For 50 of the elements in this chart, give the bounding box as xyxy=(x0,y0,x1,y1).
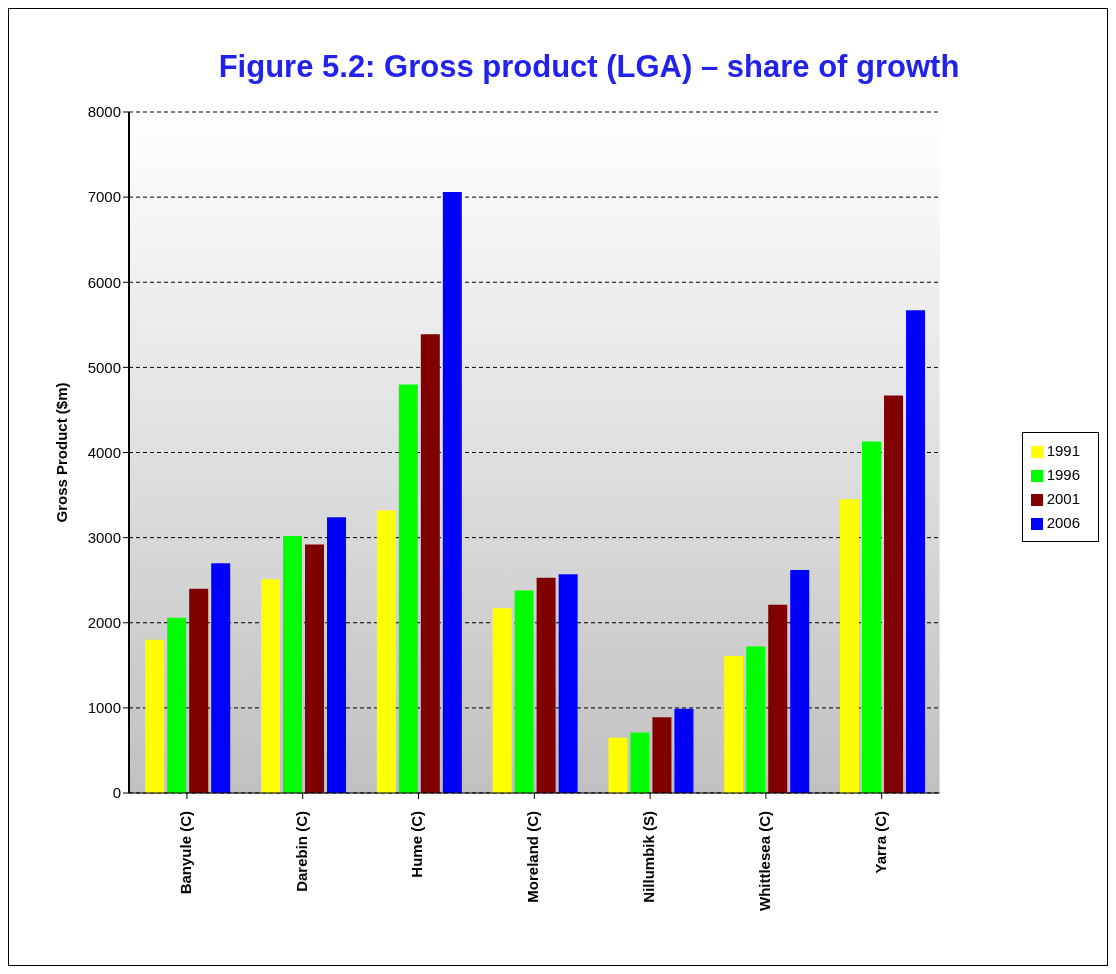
legend-label: 2001 xyxy=(1046,490,1080,507)
bar xyxy=(652,717,672,793)
bar xyxy=(492,608,512,793)
legend-label: 1991 xyxy=(1046,442,1080,459)
y-axis-title: Gross Product ($m) xyxy=(53,382,71,523)
bar xyxy=(608,737,628,793)
bar xyxy=(189,588,209,793)
bar xyxy=(840,499,860,793)
bar xyxy=(398,384,418,793)
bar xyxy=(514,590,534,793)
bar xyxy=(211,563,231,793)
y-tick-label: 2000 xyxy=(87,614,121,632)
bar xyxy=(862,441,882,793)
bar xyxy=(327,517,347,793)
chart-title: Figure 5.2: Gross product (LGA) – share of growth xyxy=(217,49,961,85)
y-tick-label: 7000 xyxy=(87,188,121,206)
bar xyxy=(768,604,788,793)
bar xyxy=(906,310,926,793)
bar xyxy=(674,708,694,793)
bar xyxy=(167,617,187,793)
x-tick-label: Darebin (C) xyxy=(292,811,310,892)
bar xyxy=(630,732,650,793)
bar xyxy=(442,192,462,793)
bar xyxy=(746,646,766,793)
x-tick-label: Whittlesea (C) xyxy=(755,811,773,912)
y-tick-label: 6000 xyxy=(87,273,121,291)
y-tick-label: 5000 xyxy=(87,358,121,376)
legend-label: 2006 xyxy=(1046,514,1080,531)
x-tick-label: Moreland (C) xyxy=(524,811,542,903)
bar xyxy=(536,577,556,793)
bar xyxy=(884,395,904,793)
x-tick-label: Nillumbik (S) xyxy=(640,811,658,903)
bar xyxy=(790,569,810,793)
y-tick-label: 8000 xyxy=(87,103,121,121)
y-tick-label: 4000 xyxy=(87,443,121,461)
bar xyxy=(724,655,744,793)
bar xyxy=(261,579,281,793)
bar xyxy=(558,574,578,793)
y-tick-label: 1000 xyxy=(87,699,121,717)
bar xyxy=(145,639,165,793)
bar xyxy=(305,544,325,793)
legend-label: 1996 xyxy=(1046,466,1080,483)
y-tick-label: 0 xyxy=(112,784,121,802)
bar xyxy=(376,510,396,793)
bar xyxy=(283,535,303,793)
x-tick-label: Banyule (C) xyxy=(176,811,194,895)
x-tick-label: Yarra (C) xyxy=(871,811,889,874)
y-tick-label: 3000 xyxy=(87,528,121,546)
bar xyxy=(420,334,440,793)
x-tick-label: Hume (C) xyxy=(408,811,426,878)
